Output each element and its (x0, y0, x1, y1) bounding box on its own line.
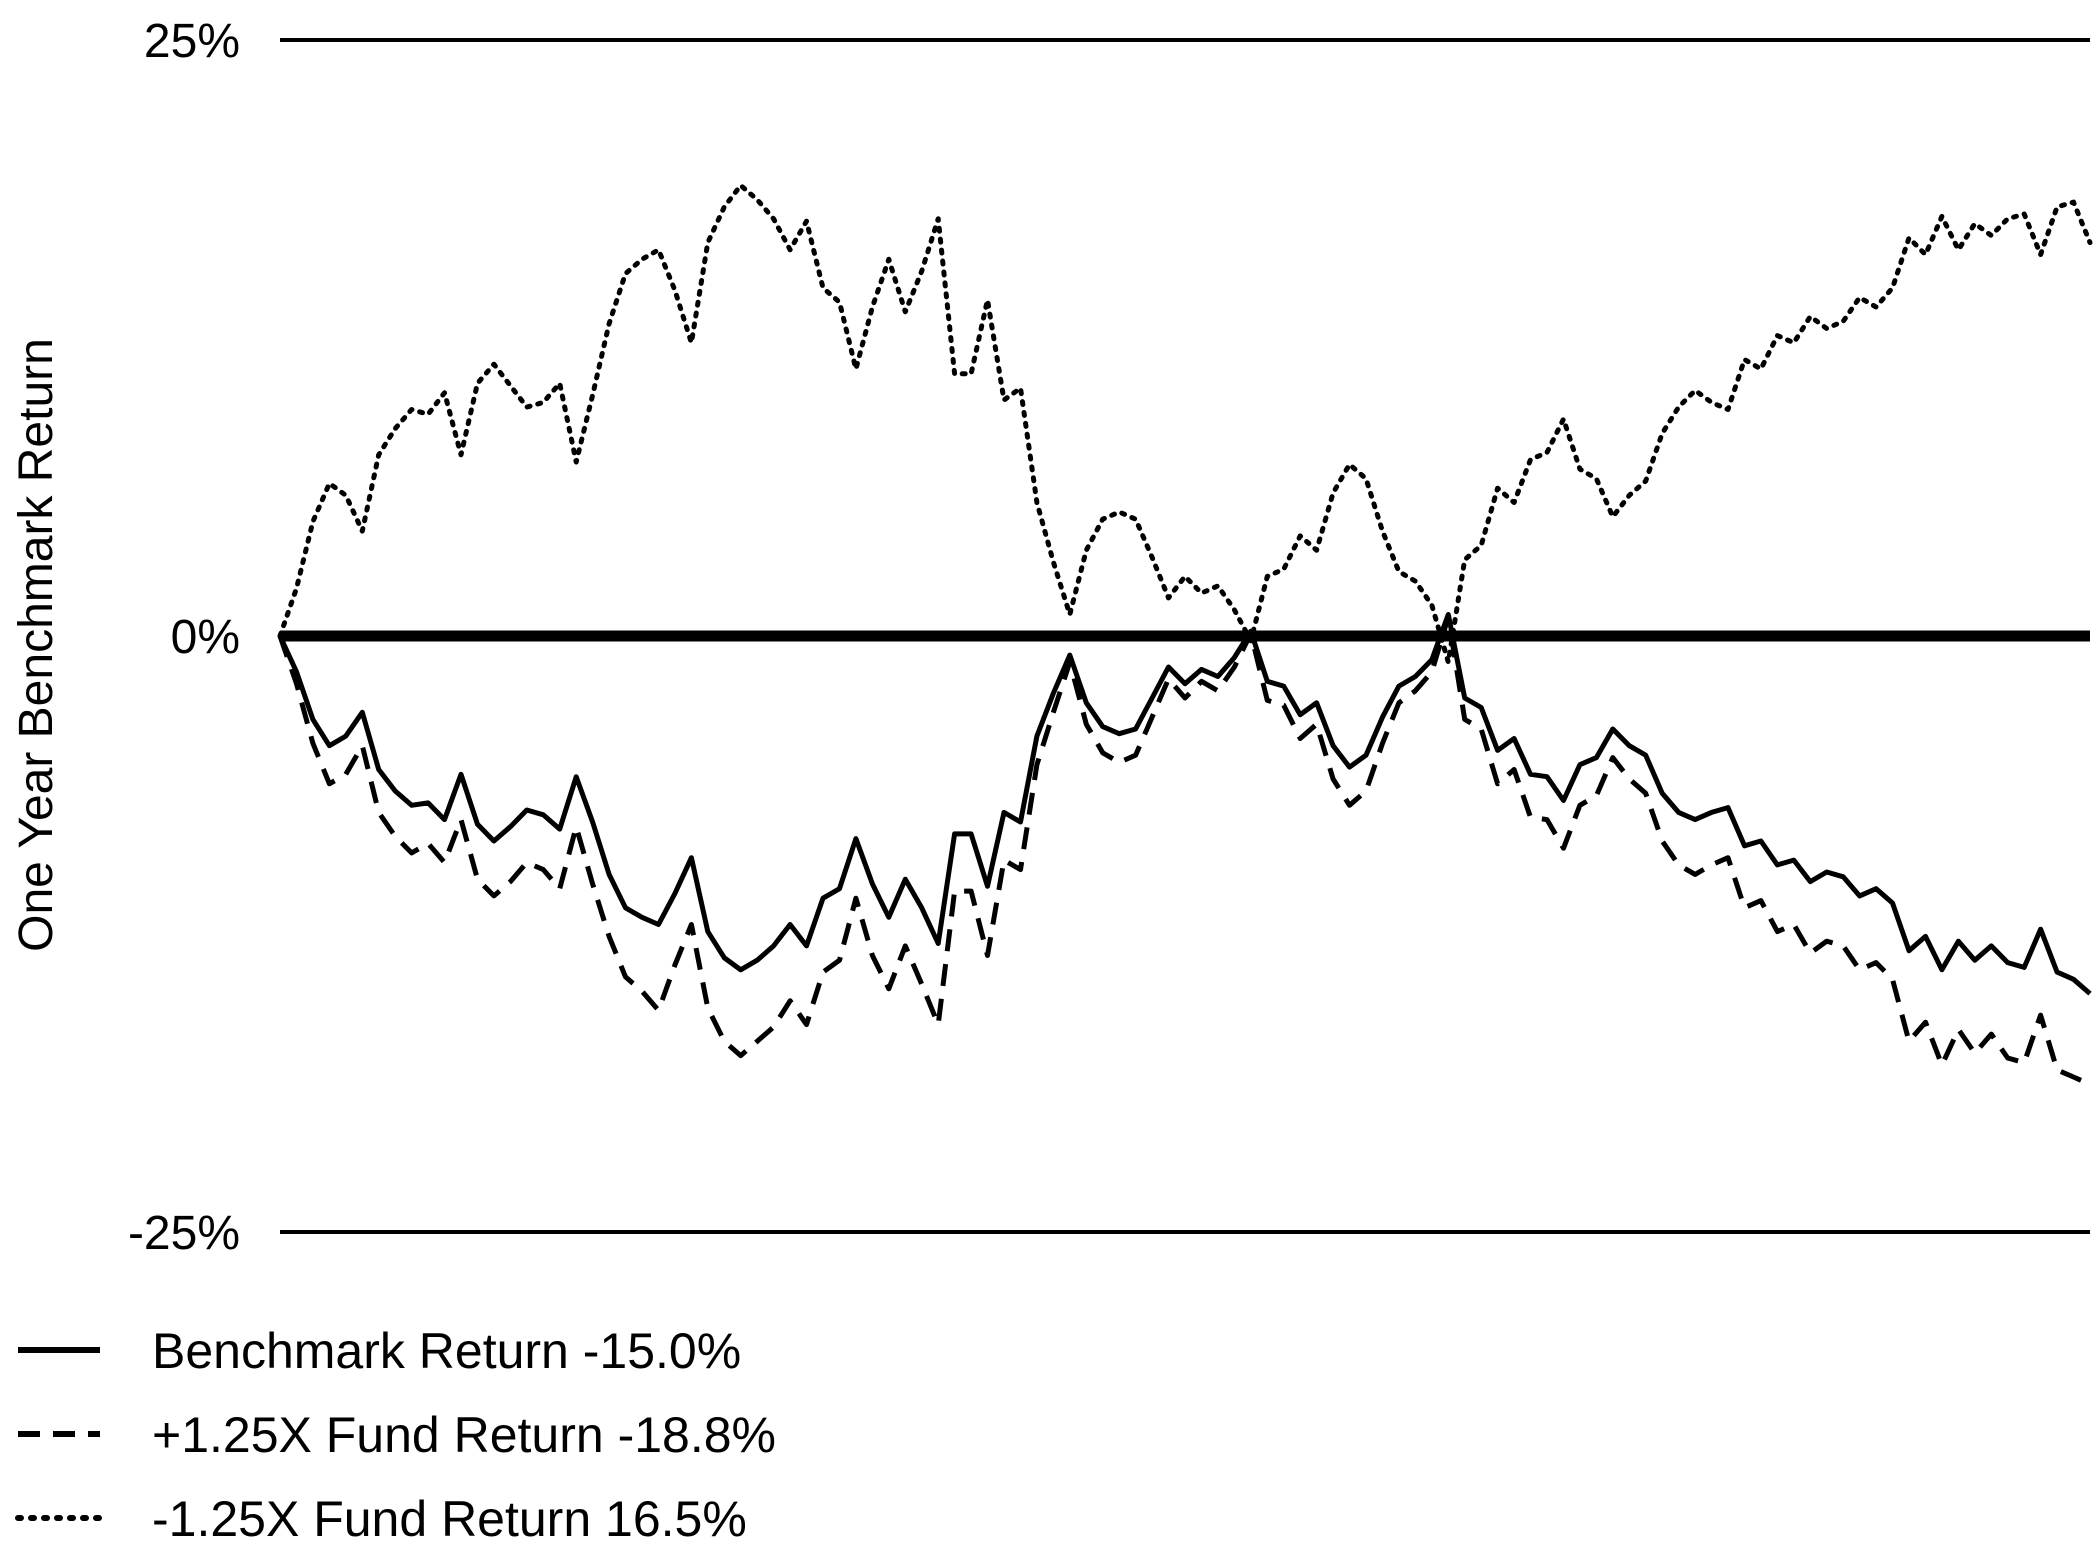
y-tick-label-2: -25% (128, 1207, 240, 1260)
legend-item-solid: Benchmark Return -15.0% (18, 1323, 741, 1379)
legend-label-dashed: +1.25X Fund Return -18.8% (152, 1407, 776, 1463)
series-lines (277, 182, 2093, 1087)
y-tick-label-1: 0% (171, 611, 240, 664)
y-tick-label-0: 25% (144, 15, 240, 68)
y-tick-labels: 25% 0% -25% (128, 15, 240, 1260)
legend-label-solid: Benchmark Return -15.0% (152, 1323, 741, 1379)
series-line-dashed (277, 614, 2091, 1087)
series-line-dotted (277, 182, 2093, 665)
y-axis-title: One Year Benchmark Return (10, 338, 63, 952)
legend-item-dotted: -1.25X Fund Return 16.5% (15, 1491, 747, 1547)
legend-label-dotted: -1.25X Fund Return 16.5% (152, 1491, 747, 1547)
gridlines (280, 38, 2090, 1234)
legend: Benchmark Return -15.0% +1.25X Fund Retur… (15, 1323, 776, 1547)
legend-item-dashed: +1.25X Fund Return -18.8% (18, 1407, 776, 1463)
series-line-solid (277, 612, 2092, 996)
